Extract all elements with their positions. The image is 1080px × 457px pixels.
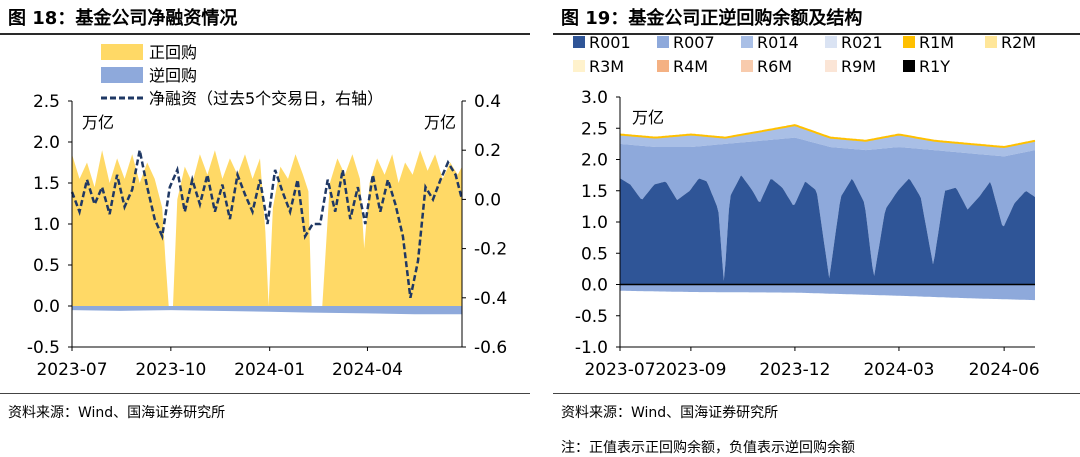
y-left-tick-label: 1.5 [33, 174, 60, 194]
legend-swatch-r6m [741, 60, 753, 72]
legend-swatch-r3m [573, 60, 585, 72]
y-tick-label: 1.0 [581, 213, 608, 233]
right-source-text: 资料来源：Wind、国海证券研究所 [561, 405, 779, 421]
legend-label-r021: R021 [841, 33, 883, 52]
right-unit-label: 万亿 [424, 113, 456, 132]
legend-label-r007: R007 [673, 33, 715, 52]
y-tick-label: 2.5 [581, 119, 608, 139]
x-tick-label: 2024-06 [969, 360, 1040, 380]
y-right-tick-label: -0.4 [474, 289, 507, 309]
left-source-text: 资料来源：Wind、国海证券研究所 [8, 405, 226, 421]
legend-swatch-positive [101, 44, 143, 60]
right-chart-panel: 图 19：基金公司正逆回购余额及结构 3.0 2.5 2.0 1.5 1.0 0.5 0.0… [553, 0, 1080, 457]
legend-swatch-r1y [903, 60, 915, 72]
legend-label-reverse: 逆回购 [149, 66, 197, 85]
x-tick-label: 2024-01 [234, 360, 305, 380]
x-tick-label: 2023-07 [36, 360, 107, 380]
unit-label: 万亿 [632, 108, 664, 127]
reverse-repo-area [620, 284, 1035, 301]
y-left-tick-label: 0.0 [33, 297, 60, 317]
legend-label-r1m: R1M [919, 33, 954, 52]
legend-label-positive: 正回购 [149, 43, 197, 62]
y-right-tick-label: 0.0 [474, 190, 501, 210]
y-tick-label: 2.0 [581, 151, 608, 171]
legend-swatch-r4m [657, 60, 669, 72]
reverse-repo-area [72, 306, 462, 315]
legend-label-r001: R001 [589, 33, 631, 52]
positive-repo-area [72, 150, 462, 306]
legend-label-r6m: R6M [757, 57, 792, 76]
left-unit-label: 万亿 [82, 113, 114, 132]
left-chart-svg: 2.5 2.0 1.5 1.0 0.5 0.0 -0.5 0.4 0.2 0.0 -0.2 -0.4 -… [27, 43, 507, 380]
x-tick-label: 2023-10 [135, 360, 206, 380]
legend-swatch-r014 [741, 36, 753, 48]
legend-swatch-r1m [903, 36, 915, 48]
y-right-tick-label: -0.2 [474, 240, 507, 260]
left-chart-panel: 图 18：基金公司净融资情况 2.5 2.0 1.5 1.0 0.5 0.0 -0.5 0.4… [0, 0, 530, 457]
legend-swatch-r9m [825, 60, 837, 72]
legend-swatch-r001 [573, 36, 585, 48]
y-left-tick-label: 2.5 [33, 92, 60, 112]
r1m-top-band [619, 124, 1036, 149]
r001-area [620, 175, 1035, 285]
legend-label-r3m: R3M [589, 57, 624, 76]
left-title-rule [0, 33, 530, 35]
y-tick-label: 0.5 [581, 244, 608, 264]
legend-label-r4m: R4M [673, 57, 708, 76]
legend-label-net: 净融资（过去5个交易日，右轴） [149, 89, 383, 108]
r014-area [620, 125, 1035, 157]
x-tick-label: 2023-09 [655, 360, 726, 380]
left-figure-title: 图 18：基金公司净融资情况 [8, 8, 238, 29]
y-left-tick-label: 2.0 [33, 133, 60, 153]
y-tick-label: -0.5 [575, 307, 608, 327]
x-tick-label: 2024-03 [863, 360, 934, 380]
legend-swatch-r021 [825, 36, 837, 48]
y-left-tick-label: 1.0 [33, 215, 60, 235]
legend-label-r014: R014 [757, 33, 799, 52]
net-financing-line [70, 149, 464, 299]
legend-swatch-reverse [101, 67, 143, 83]
legend-label-r1y: R1Y [919, 57, 950, 76]
right-note-text: 注：正值表示正回购余额，负值表示逆回购余额 [561, 440, 855, 456]
legend-label-r9m: R9M [841, 57, 876, 76]
y-left-tick-label: -0.5 [27, 338, 60, 358]
legend-swatch-r2m [985, 36, 997, 48]
right-bottom-rule [553, 393, 1080, 394]
x-tick-label: 2024-04 [332, 360, 403, 380]
x-tick-label: 2023-07 [584, 360, 655, 380]
y-right-tick-label: 0.2 [474, 141, 501, 161]
y-tick-label: 1.5 [581, 182, 608, 202]
right-figure-title: 图 19：基金公司正逆回购余额及结构 [561, 8, 863, 29]
right-title-rule [553, 33, 1080, 35]
y-left-tick-label: 0.5 [33, 256, 60, 276]
y-tick-label: -1.0 [575, 338, 608, 358]
legend-label-r2m: R2M [1001, 33, 1036, 52]
r007-area [620, 137, 1035, 281]
y-tick-label: 3.0 [581, 88, 608, 108]
left-bottom-rule [0, 393, 530, 394]
legend-swatch-r007 [657, 36, 669, 48]
y-tick-label: 0.0 [581, 276, 608, 296]
y-right-tick-label: 0.4 [474, 92, 501, 112]
x-tick-label: 2023-12 [759, 360, 830, 380]
y-right-tick-label: -0.6 [474, 338, 507, 358]
